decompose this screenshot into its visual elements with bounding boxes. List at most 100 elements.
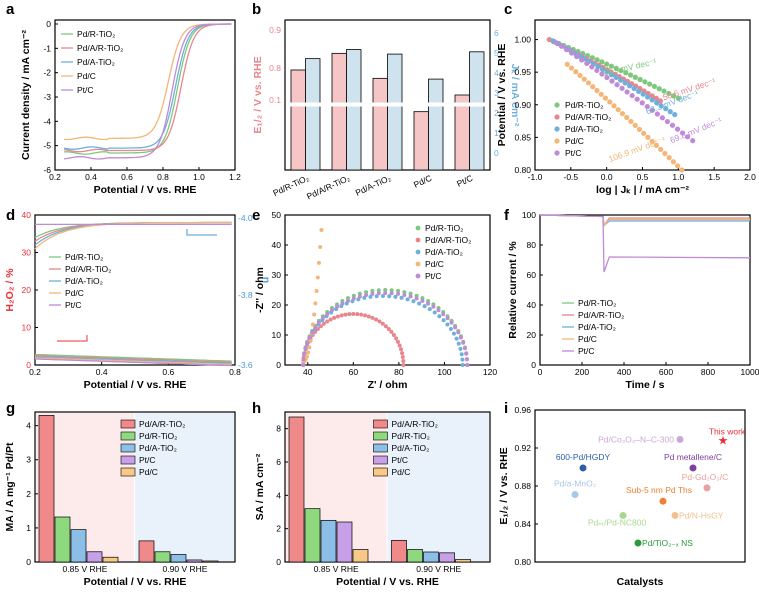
panel-g-bar xyxy=(155,552,170,562)
panel-c-point xyxy=(586,80,591,85)
panel-e-point xyxy=(436,308,440,312)
panel-i-point-label: Pdₙₜ/Pd-NC800 xyxy=(588,517,647,527)
panel-a-ytick: -3 xyxy=(43,92,51,102)
panel-g-xtick: 0.90 V RHE xyxy=(163,564,208,574)
panel-c-point xyxy=(662,151,667,156)
panel-d-arrow-right xyxy=(187,229,217,235)
panel-e-point xyxy=(383,291,387,295)
panel-c-legend-swatch xyxy=(554,126,559,131)
panel-h-ylabel: SA / mA cm⁻² xyxy=(254,453,266,520)
panel-a-ytick: -2 xyxy=(43,68,51,78)
panel-a-ytick: -4 xyxy=(43,116,51,126)
panel-e-legend-swatch xyxy=(416,262,421,267)
panel-c-xlabel: log | Jₖ | / mA cm⁻² xyxy=(596,184,690,196)
panel-i-point-label: This work xyxy=(709,426,746,436)
panel-c-point xyxy=(630,93,635,98)
panel-c-xtick: -0.5 xyxy=(564,172,579,182)
panel-d-y2tick: -4.0 xyxy=(238,213,253,223)
panel-c-point xyxy=(671,159,676,164)
panel-e-point xyxy=(401,355,405,359)
panel-c-legend-label: Pd/R-TiO₂ xyxy=(565,100,603,110)
panel-d-n-series-3 xyxy=(35,223,232,249)
panel-c-legend-swatch xyxy=(554,114,559,119)
panel-g-bar xyxy=(139,541,154,562)
panel-e-point xyxy=(322,322,326,326)
panel-d-ytick: 10 xyxy=(22,323,32,333)
panel-c-point xyxy=(670,123,675,128)
panel-f-xtick: 1000 xyxy=(741,367,759,377)
panel-f-legend-label: Pd/A-TiO₂ xyxy=(578,322,616,332)
panel-e-point xyxy=(305,341,309,345)
panel-i-point xyxy=(580,464,587,471)
panel-e-point xyxy=(459,335,463,339)
panel-e-point xyxy=(398,343,402,347)
panel-b-axis-break xyxy=(286,103,489,107)
panel-e-xlabel: Z' / ohm xyxy=(368,379,408,391)
panel-e-point xyxy=(317,321,321,325)
panel-c-point xyxy=(657,86,662,91)
panel-h-bar xyxy=(408,550,423,563)
panel-i-point-label: Pd metallene/C xyxy=(664,452,722,462)
panel-e-point xyxy=(305,355,309,359)
panel-c-point xyxy=(690,138,695,143)
panel-e-point xyxy=(400,296,404,300)
panel-f-xtick: 800 xyxy=(701,367,715,377)
panel-e-legend-swatch xyxy=(416,238,421,243)
panel-e-point xyxy=(343,313,347,317)
panel-h-bar xyxy=(305,509,320,562)
panel-e-point xyxy=(364,293,368,297)
panel-e-point xyxy=(411,299,415,303)
panel-c-legend-label: Pt/C xyxy=(565,148,582,158)
panel-e-point xyxy=(433,311,437,315)
panel-h-bar xyxy=(321,520,336,562)
panel-e-ytick: 50 xyxy=(272,210,282,220)
panel-e-point xyxy=(460,352,464,356)
panel-e-point xyxy=(351,312,355,316)
panel-i-ylabel: E₁/₂ / V vs. RHE xyxy=(498,447,510,524)
panel-h-legend-swatch xyxy=(374,468,388,476)
panel-c-point xyxy=(636,89,641,94)
panel-g-ytick: 0 xyxy=(26,557,31,567)
panel-d-xlabel: Potential / V vs. RHE xyxy=(84,379,187,391)
panel-d-legend-label: Pd/C xyxy=(65,288,84,298)
panel-g-ytick: 3 xyxy=(26,455,31,465)
panel-e-legend-swatch xyxy=(416,274,421,279)
panel-h-bar xyxy=(289,417,304,562)
panel-d-y2tick: -3.8 xyxy=(238,290,253,300)
panel-c-legend-swatch xyxy=(554,138,559,143)
panel-c-point xyxy=(627,83,632,88)
panel-e-point xyxy=(306,351,310,355)
panel-e-point xyxy=(450,321,454,325)
panel-a-series-3 xyxy=(64,24,231,140)
panel-c-legend-swatch xyxy=(554,102,559,107)
panel-g-bar xyxy=(171,555,186,563)
panel-c-point xyxy=(574,54,579,59)
panel-c-legend-swatch xyxy=(554,150,559,155)
panel-e-point xyxy=(381,322,385,326)
panel-e-point xyxy=(399,347,403,351)
panel-e-point xyxy=(312,312,316,316)
panel-h-ytick: 8 xyxy=(276,424,281,434)
panel-e-point xyxy=(428,307,432,311)
panel-a-ytick: 0 xyxy=(46,19,51,29)
panel-c-ytick: 0.85 xyxy=(514,132,531,142)
panel-a-legend-label: Pd/A/R-TiO₂ xyxy=(77,43,123,53)
panel-c-point xyxy=(616,107,621,112)
panel-e-point xyxy=(367,314,371,318)
panel-e-point xyxy=(463,346,467,350)
panel-e-point xyxy=(340,302,344,306)
panel-c-point xyxy=(665,119,670,124)
panel-letter-h: h xyxy=(252,400,261,417)
panel-g-bar xyxy=(87,552,102,562)
panel-i-point-label: 600-Pd/HGDY xyxy=(556,452,611,462)
panel-i-ytick: 0.96 xyxy=(514,405,531,415)
panel-e-xtick: 100 xyxy=(437,367,451,377)
panel-e-point xyxy=(301,357,305,361)
panel-c-point xyxy=(611,103,616,108)
panel-c-point xyxy=(672,112,677,117)
panel-h-ytick: 6 xyxy=(276,457,281,467)
panel-a-ytick: -6 xyxy=(43,165,51,175)
panel-b-ytick: 0.9 xyxy=(269,25,281,35)
panel-c-point xyxy=(624,115,629,120)
